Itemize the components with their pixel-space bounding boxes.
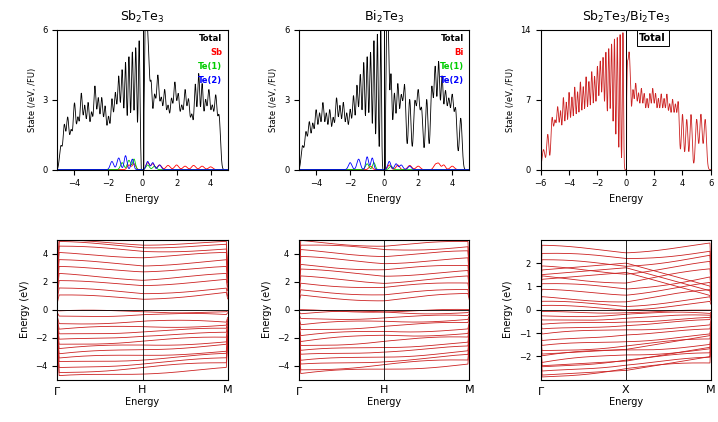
X-axis label: Energy: Energy	[367, 194, 401, 204]
Y-axis label: Energy (eV): Energy (eV)	[503, 281, 513, 338]
Text: Te(2): Te(2)	[440, 76, 464, 85]
Y-axis label: State (/eV, /FU): State (/eV, /FU)	[28, 68, 37, 132]
Title: Sb$_2$Te$_3$: Sb$_2$Te$_3$	[121, 9, 164, 25]
X-axis label: Energy: Energy	[367, 397, 401, 407]
Text: Total: Total	[199, 34, 223, 43]
Text: Bi: Bi	[454, 48, 464, 57]
Text: Total: Total	[639, 33, 666, 43]
Text: Sb: Sb	[210, 48, 223, 57]
X-axis label: Energy: Energy	[609, 397, 643, 407]
Y-axis label: State (/eV, /FU): State (/eV, /FU)	[269, 68, 279, 132]
X-axis label: Energy: Energy	[126, 397, 159, 407]
Text: Te(1): Te(1)	[440, 62, 464, 71]
X-axis label: Energy: Energy	[126, 194, 159, 204]
Title: Sb$_2$Te$_3$/Bi$_2$Te$_3$: Sb$_2$Te$_3$/Bi$_2$Te$_3$	[582, 9, 670, 25]
Text: Te(1): Te(1)	[198, 62, 223, 71]
Title: Bi$_2$Te$_3$: Bi$_2$Te$_3$	[364, 9, 404, 25]
Text: Te(2): Te(2)	[198, 76, 223, 85]
Y-axis label: Energy (eV): Energy (eV)	[20, 281, 30, 338]
X-axis label: Energy: Energy	[609, 194, 643, 204]
Y-axis label: Energy (eV): Energy (eV)	[261, 281, 271, 338]
Text: Total: Total	[441, 34, 464, 43]
Y-axis label: State (/eV, /FU): State (/eV, /FU)	[506, 68, 515, 132]
